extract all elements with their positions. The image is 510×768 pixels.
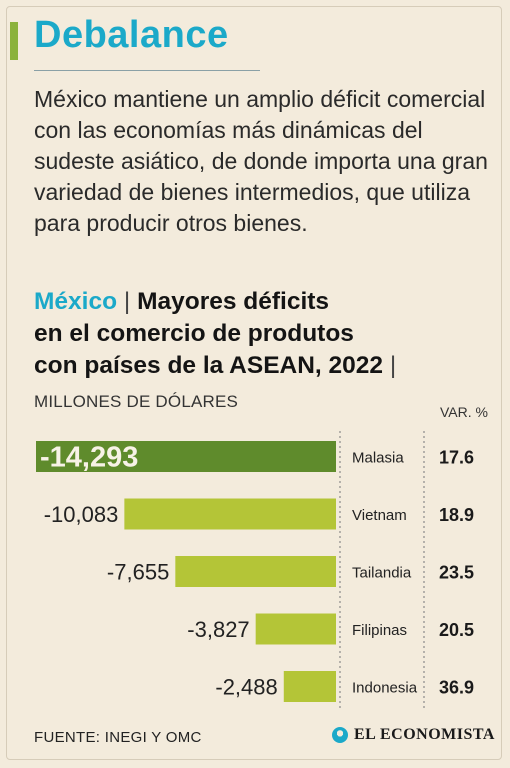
var-percent-header: VAR. % <box>440 404 488 420</box>
page-title: Debalance <box>34 14 229 56</box>
bar-vietnam <box>124 498 337 530</box>
unit-label: MILLONES DE DÓLARES <box>34 392 239 411</box>
chart-heading-line3: con países de la ASEAN, 2022 <box>34 352 384 379</box>
bar-tailandia <box>175 556 336 587</box>
category-label: Malasia <box>352 450 404 467</box>
category-label: Vietnam <box>352 507 407 524</box>
intro-paragraph: México mantiene un amplio déficit comerc… <box>34 86 488 236</box>
title-accent-bar <box>10 22 18 60</box>
publisher-logo: EL ECONOMISTA <box>332 726 495 744</box>
var-percent-label: 23.5 <box>439 563 474 583</box>
var-percent-label: 20.5 <box>439 620 474 640</box>
var-percent-label: 18.9 <box>439 505 474 525</box>
var-percent-label: 36.9 <box>439 678 474 698</box>
value-label: -7,655 <box>107 560 169 585</box>
chart-heading: México | Mayores déficits en el comercio… <box>34 286 504 382</box>
bar-indonesia <box>283 671 336 702</box>
value-label: -3,827 <box>187 617 249 642</box>
infographic-frame <box>6 6 502 760</box>
var-percent-label: 17.6 <box>439 448 474 468</box>
logo-text: EL ECONOMISTA <box>354 726 495 743</box>
category-label: Filipinas <box>352 622 407 639</box>
category-label: Indonesia <box>352 680 418 697</box>
bar-malasia <box>36 441 336 472</box>
bar-filipinas <box>255 613 336 645</box>
value-label: -14,293 <box>40 442 138 474</box>
source-note: FUENTE: INEGI Y OMC <box>34 729 202 746</box>
chart-heading-separator-end: | <box>389 352 397 379</box>
chart-heading-line1: Mayores déficits <box>137 288 330 315</box>
logo-icon <box>332 727 348 743</box>
chart-heading-separator: | <box>123 288 131 315</box>
category-label: Tailandia <box>352 565 412 582</box>
chart-heading-line2: en el comercio de produtos <box>34 320 354 347</box>
chart-heading-country: México <box>34 288 118 315</box>
title-divider <box>34 70 260 71</box>
value-label: -2,488 <box>215 675 277 700</box>
value-label: -10,083 <box>44 502 119 527</box>
